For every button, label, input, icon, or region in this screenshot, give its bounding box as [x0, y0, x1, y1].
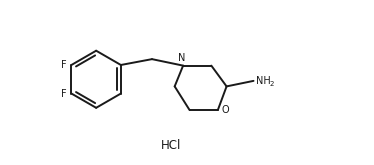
Text: F: F [61, 89, 67, 99]
Text: NH: NH [256, 76, 271, 86]
Text: F: F [61, 60, 67, 70]
Text: O: O [222, 105, 229, 115]
Text: HCl: HCl [160, 139, 181, 152]
Text: 2: 2 [269, 81, 273, 87]
Text: N: N [178, 53, 185, 63]
